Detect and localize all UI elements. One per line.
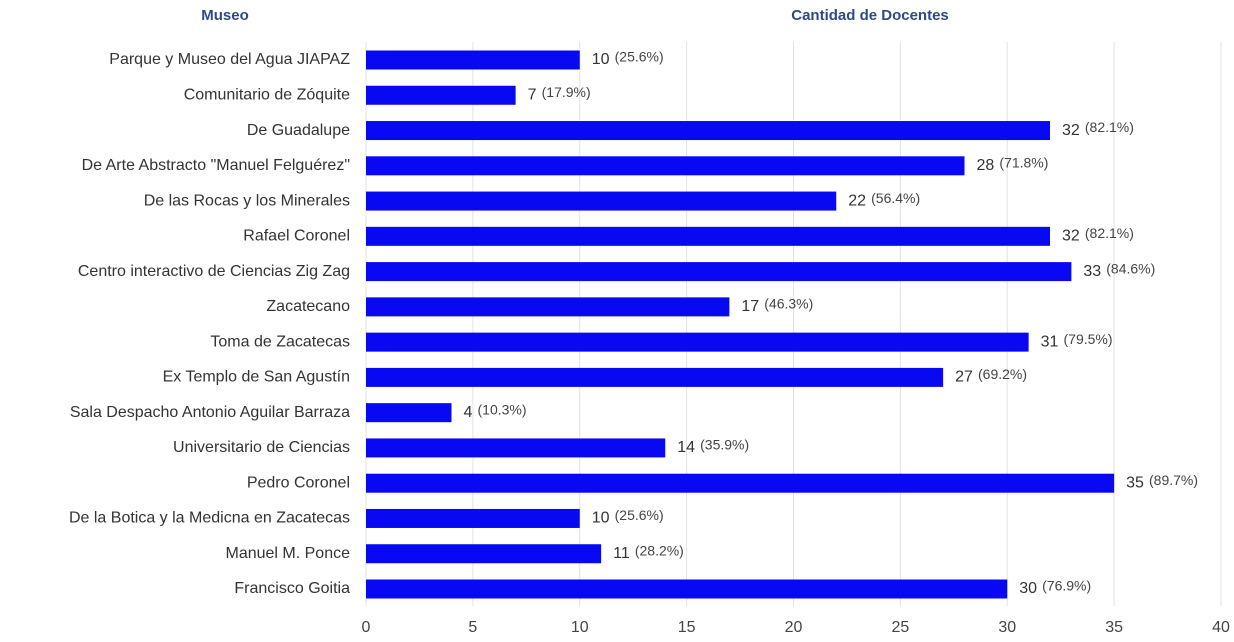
x-tick-label: 15 [678,619,696,636]
data-label: 10 [592,51,610,68]
category-label: De Arte Abstracto "Manuel Felguérez" [82,157,350,174]
percent-label: (56.4%) [871,190,920,206]
data-label: 22 [848,192,866,209]
percent-label: (82.1%) [1085,225,1134,241]
data-label: 32 [1062,122,1080,139]
category-label: Ex Templo de San Agustín [163,369,350,386]
data-label: 11 [613,545,630,562]
bar [366,508,580,528]
percent-label: (25.6%) [615,49,664,65]
percent-label: (79.5%) [1064,331,1113,347]
percent-label: (76.9%) [1042,578,1091,594]
category-header: Museo [201,7,249,24]
bar [366,262,1072,282]
percent-label: (84.6%) [1106,260,1155,276]
bar [366,332,1029,352]
x-tick-label: 35 [1105,619,1123,636]
category-label: Sala Despacho Antonio Aguilar Barraza [70,404,350,421]
data-label: 27 [955,369,973,386]
bar [366,297,730,317]
percent-label: (17.9%) [542,84,591,100]
category-label: De Guadalupe [247,122,350,139]
category-label: Manuel M. Ponce [225,545,350,562]
data-label: 30 [1019,580,1037,597]
percent-label: (89.7%) [1149,472,1198,488]
x-tick-label: 25 [891,619,909,636]
category-label: Francisco Goitia [234,580,350,597]
value-header: Cantidad de Docentes [791,7,949,24]
data-label: 32 [1062,228,1080,245]
bar [366,191,837,211]
data-label: 7 [528,86,537,103]
data-label: 28 [977,157,995,174]
data-label: 31 [1041,333,1059,350]
data-label: 35 [1126,474,1144,491]
data-label: 14 [677,439,695,456]
percent-label: (25.6%) [615,507,664,523]
x-tick-label: 0 [362,619,371,636]
bar [366,226,1050,246]
bar [366,156,965,176]
bar [366,85,516,105]
data-label: 4 [464,404,473,421]
data-label: 33 [1083,263,1101,280]
category-label: Pedro Coronel [247,474,350,491]
percent-label: (35.9%) [700,437,749,453]
category-label: Toma de Zacatecas [210,333,350,350]
category-label: Zacatecano [266,298,350,315]
bar [366,367,944,387]
bar [366,50,580,70]
category-label: De las Rocas y los Minerales [144,192,350,209]
category-label: Universitario de Ciencias [173,439,350,456]
x-tick-label: 40 [1212,619,1230,636]
percent-label: (82.1%) [1085,119,1134,135]
percent-label: (46.3%) [764,296,813,312]
percent-label: (28.2%) [635,542,684,558]
percent-label: (69.2%) [978,366,1027,382]
x-tick-label: 10 [571,619,589,636]
category-label: Comunitario de Zóquite [184,86,350,103]
data-label: 10 [592,510,610,527]
bar [366,438,666,458]
percent-label: (71.8%) [999,155,1048,171]
data-label: 17 [741,298,759,315]
x-tick-label: 5 [468,619,477,636]
x-tick-label: 30 [998,619,1016,636]
category-label: Rafael Coronel [243,228,350,245]
percent-label: (10.3%) [478,401,527,417]
bar [366,473,1115,493]
category-label: Centro interactivo de Ciencias Zig Zag [78,263,350,280]
bar [366,403,452,423]
bar [366,121,1050,141]
bar [366,579,1008,599]
category-label: Parque y Museo del Agua JIAPAZ [109,51,350,68]
category-label: De la Botica y la Medicna en Zacatecas [69,510,350,527]
x-tick-label: 20 [785,619,803,636]
bar [366,544,602,564]
